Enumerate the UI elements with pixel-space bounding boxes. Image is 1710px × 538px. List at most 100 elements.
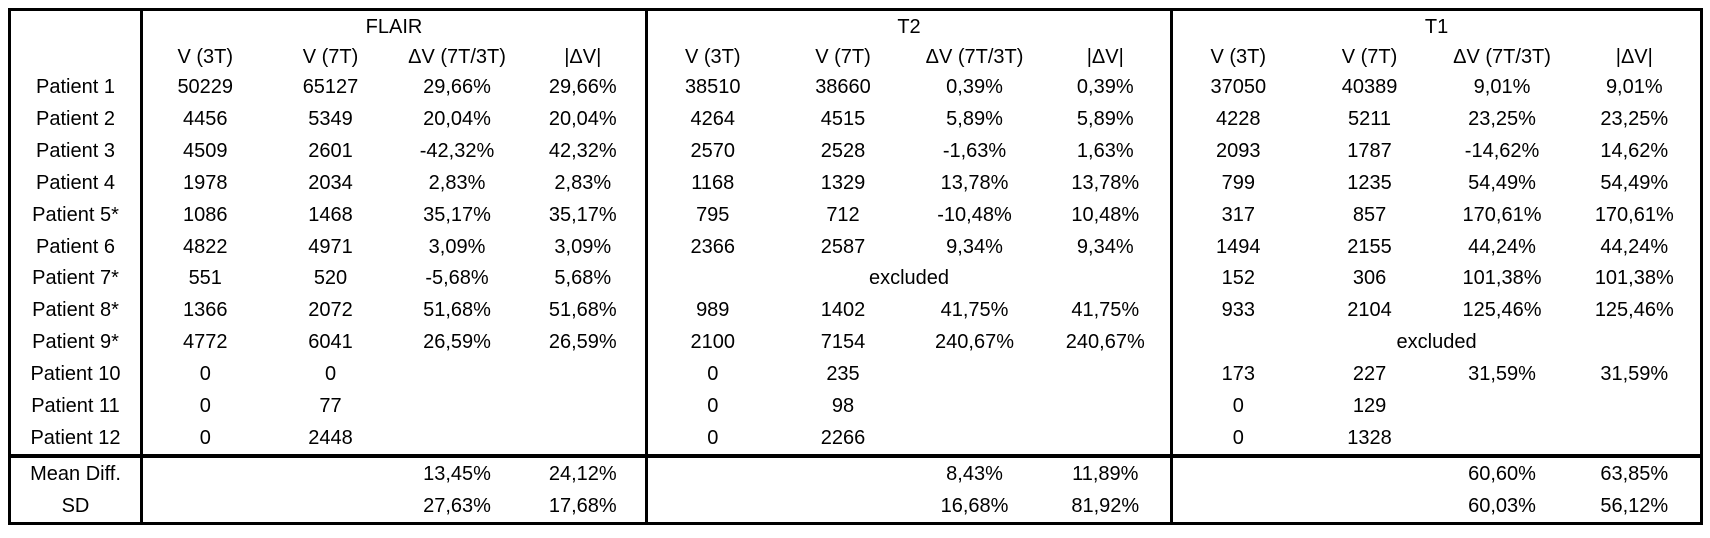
data-cell-t2-1: 2528 <box>820 140 866 163</box>
data-cell-t1-2 <box>1436 422 1569 456</box>
data-cell-t2-1 <box>777 454 909 491</box>
data-cell-t2-0 <box>645 454 778 491</box>
data-cell-flair-0: 1086 <box>140 199 268 232</box>
group-header-t1: T1 <box>1170 9 1702 43</box>
data-cell-t2-3 <box>1041 422 1172 456</box>
data-cell-flair-3: 29,66% <box>548 76 617 99</box>
group-header-flair: FLAIR <box>140 9 647 43</box>
data-cell-t1-0: 37050 <box>1170 72 1304 104</box>
data-cell-flair-1: 520 <box>313 267 348 290</box>
data-cell-t1-3: 101,38% <box>1594 267 1674 290</box>
data-cell-t2-1: 38660 <box>815 76 871 99</box>
sub-header-t2-v7t: V (7T) <box>815 46 871 68</box>
data-cell-t1-2: 54,49% <box>1468 171 1536 194</box>
data-cell-flair-0: 551 <box>140 262 268 295</box>
data-cell-t1-1: 129 <box>1352 394 1387 417</box>
data-cell-flair-0: 1978 <box>140 167 268 200</box>
data-cell-t2-3: 5,89% <box>1076 108 1134 131</box>
data-cell-t2-0: 0 <box>645 422 778 457</box>
table-row: Mean Diff. 13,45% 24,12% 8,43% 11,89% 60,60% 6… <box>9 454 1702 491</box>
data-cell-flair-3: 20,04% <box>548 108 617 131</box>
data-cell-flair-2: 26,59% <box>423 331 491 354</box>
data-cell-t2-2 <box>909 358 1041 390</box>
row-label: Patient 2 <box>36 108 115 131</box>
data-cell-flair-2 <box>394 422 521 456</box>
data-cell-t1-0: 0 <box>1170 422 1304 457</box>
data-cell-t2-1: 1329 <box>820 171 866 194</box>
data-cell-t1-3: 14,62% <box>1600 140 1669 163</box>
data-cell-t1-1: 227 <box>1352 362 1387 385</box>
data-cell-flair-0 <box>140 490 268 524</box>
data-cell-flair-0: 4509 <box>140 135 268 168</box>
data-cell-flair-2: 13,45% <box>393 454 521 491</box>
row-label: Patient 12 <box>30 426 121 449</box>
data-cell-t2-0: 0 <box>645 390 778 423</box>
data-cell-flair-1: 4971 <box>308 235 353 258</box>
data-cell-flair-2: -42,32% <box>419 140 495 163</box>
data-cell-flair-1: 5349 <box>308 108 353 131</box>
data-cell-flair-2: 27,63% <box>423 494 491 517</box>
sub-header-t1-deltav: ΔV (7T/3T) <box>1453 46 1551 68</box>
data-cell-flair-3: 5,68% <box>554 267 612 290</box>
data-cell-t2-0: 2100 <box>645 326 778 359</box>
data-cell-flair-3 <box>521 358 647 390</box>
data-cell-t1-0: 4228 <box>1170 103 1304 136</box>
data-cell-t2-3: 240,67% <box>1065 331 1145 354</box>
data-cell-t2-0: 2366 <box>645 231 778 263</box>
table-body: Patient 1 50229 65127 29,66% 29,66% 38510 3866… <box>9 72 1702 524</box>
data-cell-flair-3: 24,12% <box>520 454 647 491</box>
row-label: Patient 9* <box>32 331 119 354</box>
data-cell-t1-3: 31,59% <box>1600 362 1669 385</box>
data-cell-flair-1: 6041 <box>308 331 353 354</box>
row-label: Patient 11 <box>31 394 120 417</box>
table-row: Patient 4 1978 2034 2,83% 2,83% 1168 1329 13,78… <box>10 167 1702 200</box>
data-cell-flair-2: 2,83% <box>428 171 486 194</box>
row-label: Patient 3 <box>36 140 115 163</box>
data-cell-t2-3: 1,63% <box>1076 140 1134 163</box>
data-cell-t1-1: 1235 <box>1347 171 1392 194</box>
data-cell-flair-2: 51,68% <box>423 299 491 322</box>
data-cell-flair-3: 2,83% <box>554 171 612 194</box>
data-cell-flair-2: 20,04% <box>423 108 491 131</box>
data-cell-flair-3 <box>521 390 647 422</box>
table-row: Patient 2 4456 5349 20,04% 20,04% 4264 4515 5,8… <box>10 103 1702 136</box>
data-cell-flair-3: 51,68% <box>548 299 617 322</box>
data-cell-t1-0: 173 <box>1170 358 1304 391</box>
data-cell-t1-1: 5211 <box>1348 108 1392 131</box>
data-cell-t2-0: 38510 <box>645 72 778 104</box>
sub-header-t2-deltav: ΔV (7T/3T) <box>925 46 1024 68</box>
data-cell-flair-0: 1366 <box>140 294 268 327</box>
data-cell-t1-3: 44,24% <box>1600 235 1669 258</box>
table-header: FLAIR T2 T1 V (3T) V (7T) ΔV (7T/3T) |ΔV… <box>10 9 1702 72</box>
data-cell-t2-2: 16,68% <box>940 494 1009 517</box>
row-label: Mean Diff. <box>9 454 142 491</box>
data-cell-t2-1: 2587 <box>820 235 866 258</box>
data-cell-t1-0 <box>1170 454 1304 491</box>
data-cell-t2-2: 240,67% <box>935 331 1014 354</box>
data-cell-t1-3: 9,01% <box>1605 76 1663 99</box>
data-cell-t1-1: 1787 <box>1347 140 1392 163</box>
data-cell-t2-3: 11,89% <box>1040 454 1172 491</box>
table-row: SD 27,63% 17,68% 16,68% 81,92% 60,03% 56,12% <box>10 490 1702 524</box>
data-cell-t2-1: 98 <box>831 394 855 417</box>
row-label: SD <box>61 494 90 517</box>
data-cell-flair-0: 50229 <box>140 72 268 104</box>
data-cell-flair-0: 0 <box>140 422 268 457</box>
row-label: Patient 1 <box>36 76 115 99</box>
data-cell-t1-0: 933 <box>1170 294 1304 327</box>
group-header-t2: T2 <box>644 9 1172 43</box>
sub-header-flair-absdeltav: |ΔV| <box>564 46 602 68</box>
table-row: Patient 3 4509 2601 -42,32% 42,32% 2570 2528 -1… <box>10 135 1702 168</box>
data-cell-flair-3: 26,59% <box>548 331 617 354</box>
sub-header-t2-absdeltav: |ΔV| <box>1086 46 1124 68</box>
data-cell-flair-2 <box>394 358 521 390</box>
data-cell-flair-0: 4822 <box>140 231 268 263</box>
data-cell-t1-3 <box>1569 390 1702 422</box>
row-label: Patient 5* <box>32 203 119 226</box>
sub-header-t1-v3t: V (3T) <box>1170 43 1304 72</box>
data-cell-t1-0: 799 <box>1170 167 1304 200</box>
table-row: Patient 8* 1366 2072 51,68% 51,68% 989 1402 41,… <box>10 294 1702 327</box>
data-cell-t2-1: 7154 <box>820 331 866 354</box>
table-row: Patient 6 4822 4971 3,09% 3,09% 2366 2587 9,34%… <box>10 231 1702 263</box>
data-cell-t2-3: 41,75% <box>1071 299 1140 322</box>
